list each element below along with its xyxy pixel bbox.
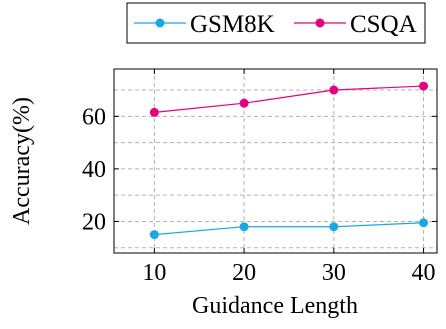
y-tick-label: 60 (82, 104, 106, 130)
y-tick-label: 40 (82, 157, 106, 183)
grid (114, 69, 437, 253)
data-point-csqa (239, 98, 249, 108)
y-axis-label: Accuracy(%) (9, 97, 35, 225)
x-tick-label: 20 (232, 260, 256, 286)
legend: GSM8K CSQA (126, 2, 426, 44)
data-point-csqa (419, 81, 429, 91)
data-point-gsm8k (239, 222, 249, 232)
data-point-csqa (329, 85, 339, 95)
x-tick-label: 10 (142, 260, 166, 286)
data-point-gsm8k (149, 230, 159, 240)
x-tick-label: 40 (412, 260, 436, 286)
legend-marker-gsm8k (155, 18, 165, 28)
series-line-csqa (154, 85, 424, 113)
plot-frame (113, 68, 438, 254)
data-point-gsm8k (419, 218, 429, 228)
x-tick-label: 30 (322, 260, 346, 286)
data-point-gsm8k (329, 222, 339, 232)
legend-label-csqa: CSQA (350, 11, 417, 38)
legend-label-gsm8k: GSM8K (190, 11, 275, 38)
series-line-gsm8k (154, 222, 424, 236)
data-point-csqa (149, 107, 159, 117)
data-series (149, 81, 429, 240)
legend-marker-csqa (315, 18, 325, 28)
y-tick-label: 20 (82, 209, 106, 235)
axis-ticks: 10 20 30 40 20 40 60 (82, 69, 437, 286)
x-axis-label: Guidance Length (192, 293, 358, 319)
